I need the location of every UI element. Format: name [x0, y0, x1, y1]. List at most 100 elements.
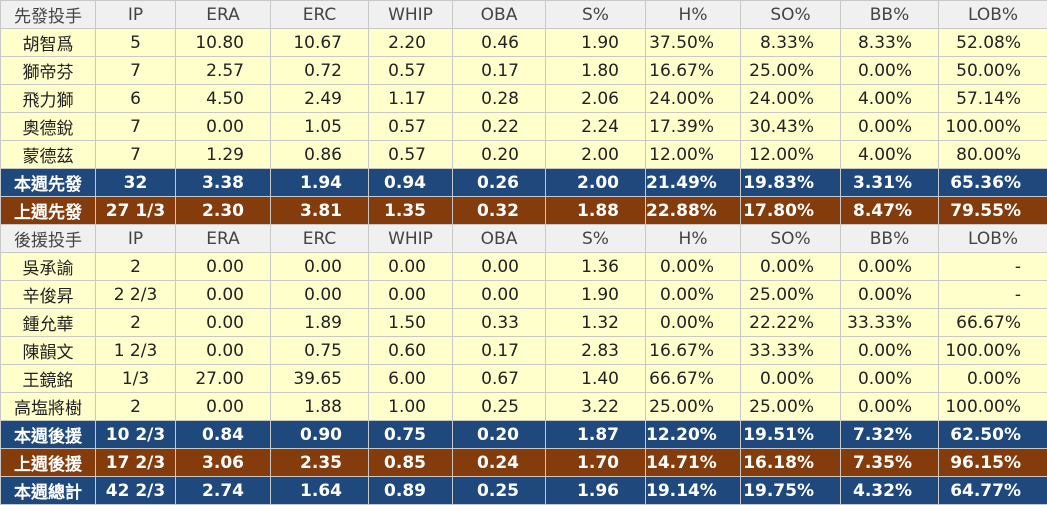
table-row: 獅帝芬 7 2.57 0.72 0.57 0.17 1.80 16.67% 25.00% 0.00… — [0, 56, 1047, 85]
table-cell: 1.90 — [545, 28, 646, 57]
table-cell: 0.57 — [368, 56, 453, 85]
table-row: 鍾允華 2 0.00 1.89 1.50 0.33 1.32 0.00% 22.22% 33.33… — [0, 308, 1047, 337]
table-cell: 10.67 — [270, 28, 369, 57]
table-cell: 1 2/3 — [95, 336, 176, 365]
table-cell: 2.20 — [368, 28, 453, 57]
table-cell: 1.80 — [545, 56, 646, 85]
table-cell: S% — [545, 0, 646, 29]
table-row: 吳承諭 2 0.00 0.00 0.00 0.00 1.36 0.00% 0.00% 0.00% - — [0, 252, 1047, 281]
table-cell: SO% — [740, 224, 841, 253]
table-cell: 0.28 — [452, 84, 546, 113]
table-cell: 上週後援 — [0, 448, 96, 477]
table-cell: 96.15% — [938, 448, 1047, 477]
table-cell: 100.00% — [938, 392, 1047, 421]
table-cell: 2.83 — [545, 336, 646, 365]
table-cell: 2 — [95, 392, 176, 421]
table-cell: 30.43% — [740, 112, 841, 141]
table-cell: LOB% — [938, 0, 1047, 29]
table-cell: 24.00% — [645, 84, 741, 113]
table-cell: 0.33 — [452, 308, 546, 337]
table-cell: 0.00 — [368, 280, 453, 309]
table-cell: 4.32% — [840, 476, 939, 505]
table-cell: 獅帝芬 — [0, 56, 96, 85]
table-cell: 33.33% — [840, 308, 939, 337]
table-cell: ERC — [270, 224, 369, 253]
table-cell: 0.24 — [452, 448, 546, 477]
table-cell: 27 1/3 — [95, 196, 176, 225]
table-cell: 1.89 — [270, 308, 369, 337]
table-cell: 25.00% — [740, 56, 841, 85]
table-cell: 0.25 — [452, 476, 546, 505]
table-cell: 24.00% — [740, 84, 841, 113]
table-cell: 3.31% — [840, 168, 939, 197]
table-cell: 2.00 — [545, 168, 646, 197]
table-cell: 後援投手 — [0, 224, 96, 253]
table-cell: 0.90 — [270, 420, 369, 449]
table-cell: 8.33% — [740, 28, 841, 57]
table-cell: 64.77% — [938, 476, 1047, 505]
table-cell: 0.67 — [452, 364, 546, 393]
table-cell: 先發投手 — [0, 0, 96, 29]
table-cell: 0.00 — [175, 392, 271, 421]
table-cell: 2.06 — [545, 84, 646, 113]
table-cell: 0.00% — [840, 56, 939, 85]
table-cell: 本週後援 — [0, 420, 96, 449]
table-cell: 0.00% — [840, 336, 939, 365]
table-cell: 1.17 — [368, 84, 453, 113]
table-row: 奧德銳 7 0.00 1.05 0.57 0.22 2.24 17.39% 30.43% 0.00… — [0, 112, 1047, 141]
table-cell: 1.96 — [545, 476, 646, 505]
table-cell: 鍾允華 — [0, 308, 96, 337]
table-cell: 飛力獅 — [0, 84, 96, 113]
table-cell: 1.88 — [270, 392, 369, 421]
table-row: 高塩將樹 2 0.00 1.88 1.00 0.25 3.22 25.00% 25.00% 0.0… — [0, 392, 1047, 421]
table-cell: WHIP — [368, 0, 453, 29]
table-cell: 0.00 — [368, 252, 453, 281]
table-cell: 27.00 — [175, 364, 271, 393]
table-row: 陳韻文 1 2/3 0.00 0.75 0.60 0.17 2.83 16.67% 33.33%… — [0, 336, 1047, 365]
table-cell: 32 — [95, 168, 176, 197]
table-cell: 100.00% — [938, 112, 1047, 141]
table-cell: 39.65 — [270, 364, 369, 393]
table-cell: 4.00% — [840, 84, 939, 113]
table-cell: 12.00% — [645, 140, 741, 169]
table-cell: 0.00% — [840, 364, 939, 393]
table-cell: 吳承諭 — [0, 252, 96, 281]
table-cell: 0.00% — [740, 364, 841, 393]
table-cell: 1.50 — [368, 308, 453, 337]
table-cell: 7.32% — [840, 420, 939, 449]
table-cell: 8.33% — [840, 28, 939, 57]
table-cell: 2.74 — [175, 476, 271, 505]
table-cell: ERA — [175, 224, 271, 253]
table-cell: 1.00 — [368, 392, 453, 421]
table-cell: 3.81 — [270, 196, 369, 225]
table-cell: 1.94 — [270, 168, 369, 197]
table-cell: 0.00% — [645, 252, 741, 281]
table-cell: H% — [645, 224, 741, 253]
table-cell: OBA — [452, 224, 546, 253]
table-cell: SO% — [740, 0, 841, 29]
table-cell: 0.22 — [452, 112, 546, 141]
table-row: 辛俊昇 2 2/3 0.00 0.00 0.00 0.00 1.90 0.00% 25.00% 0… — [0, 280, 1047, 309]
table-cell: 33.33% — [740, 336, 841, 365]
table-cell: 2 — [95, 252, 176, 281]
table-cell: 本週總計 — [0, 476, 96, 505]
table-cell: 高塩將樹 — [0, 392, 96, 421]
table-cell: 1.87 — [545, 420, 646, 449]
table-cell: - — [938, 252, 1047, 281]
table-cell: 0.57 — [368, 112, 453, 141]
table-cell: 0.00 — [175, 308, 271, 337]
table-cell: 1.35 — [368, 196, 453, 225]
table-cell: 0.00 — [452, 252, 546, 281]
table-cell: 0.00 — [270, 280, 369, 309]
table-cell: 1.70 — [545, 448, 646, 477]
table-cell: 37.50% — [645, 28, 741, 57]
table-cell: 12.00% — [740, 140, 841, 169]
table-cell: 1.36 — [545, 252, 646, 281]
table-cell: 19.14% — [645, 476, 741, 505]
table-cell: 1.90 — [545, 280, 646, 309]
table-cell: 3.06 — [175, 448, 271, 477]
table-cell: 100.00% — [938, 336, 1047, 365]
table-cell: 16.18% — [740, 448, 841, 477]
